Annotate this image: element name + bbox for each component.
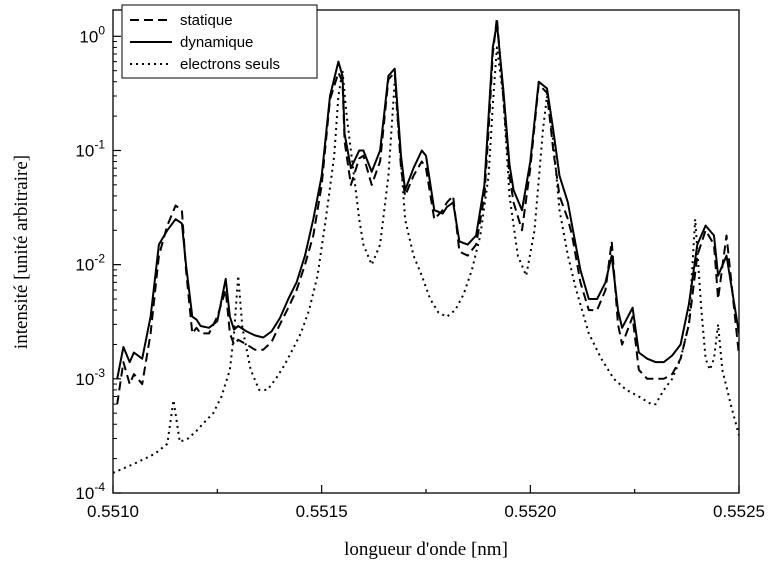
series-layer — [113, 16, 739, 474]
y-tick-label: 10-1 — [75, 137, 105, 160]
y-tick-label: 10-3 — [75, 366, 105, 389]
legend-items: statique dynamique electrons seuls — [130, 12, 280, 73]
legend-label-0: statique — [180, 12, 233, 29]
y-tick-label: 10-2 — [75, 252, 105, 275]
legend: statique dynamique electrons seuls — [121, 4, 318, 79]
legend-label-2: electrons seuls — [180, 56, 280, 73]
y-tick-label: 10-4 — [75, 480, 105, 503]
x-axis-label: longueur d'onde [nm] — [344, 539, 508, 560]
x-tick-label: 0.5515 — [296, 502, 348, 521]
x-tick-label: 0.5510 — [87, 502, 139, 521]
x-tick-label: 0.5520 — [504, 502, 556, 521]
series-line-1 — [116, 22, 739, 379]
legend-label-1: dynamique — [180, 34, 253, 51]
x-tick-label: 0.5525 — [713, 502, 765, 521]
ticks-layer: 0.5510 0.5515 0.5520 0.5525 10-4 10-3 10-2 10-1… — [75, 23, 765, 521]
y-tick-label: 100 — [79, 23, 105, 46]
plot-frame — [112, 9, 740, 494]
y-axis-label: intensité [unité arbitraire] — [11, 155, 32, 349]
series-line-2 — [113, 46, 739, 474]
